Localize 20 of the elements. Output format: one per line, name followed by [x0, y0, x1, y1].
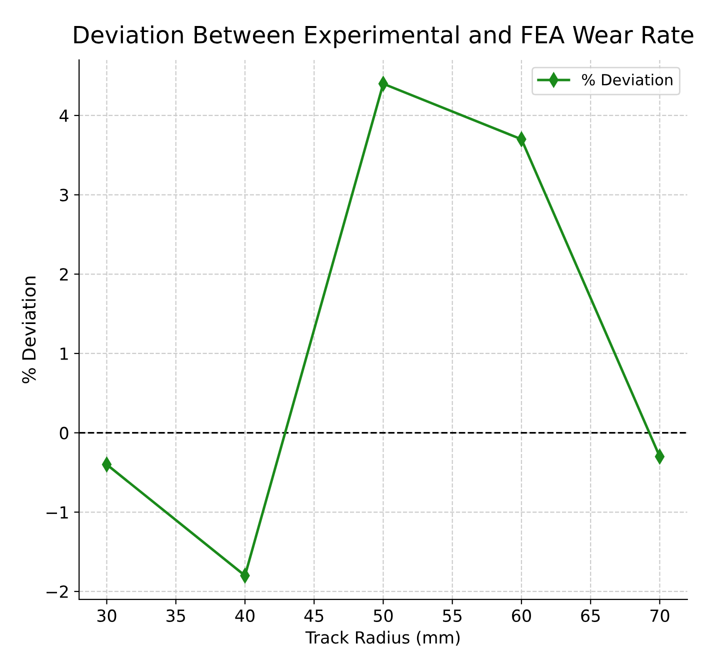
legend-label: % Deviation [582, 74, 672, 86]
y-tick-label: −1 [46, 506, 68, 518]
x-tick-label: 55 [443, 610, 462, 622]
x-tick-label: 45 [304, 610, 324, 622]
x-tick-label: 30 [97, 609, 116, 622]
x-tick-label: 65 [581, 609, 600, 622]
x-axis-title: Track Radius (mm) [305, 630, 460, 646]
y-tick-label: 3 [60, 188, 68, 202]
y-axis-title: % Deviation [22, 276, 36, 384]
chart-title: Deviation Between Experimental and FEA Wear Rate [74, 25, 694, 48]
x-tick-label: 70 [650, 609, 670, 622]
y-tick-label: 4 [60, 110, 68, 122]
x-tick-label: 40 [235, 609, 254, 622]
y-tick-label: 1 [60, 348, 68, 360]
y-tick-label: 0 [60, 426, 68, 440]
y-tick-label: 2 [60, 268, 68, 280]
x-tick-label: 60 [512, 609, 531, 622]
x-tick-label: 50 [374, 609, 393, 622]
x-tick-label: 35 [166, 609, 186, 622]
y-tick-label: −2 [46, 585, 68, 598]
